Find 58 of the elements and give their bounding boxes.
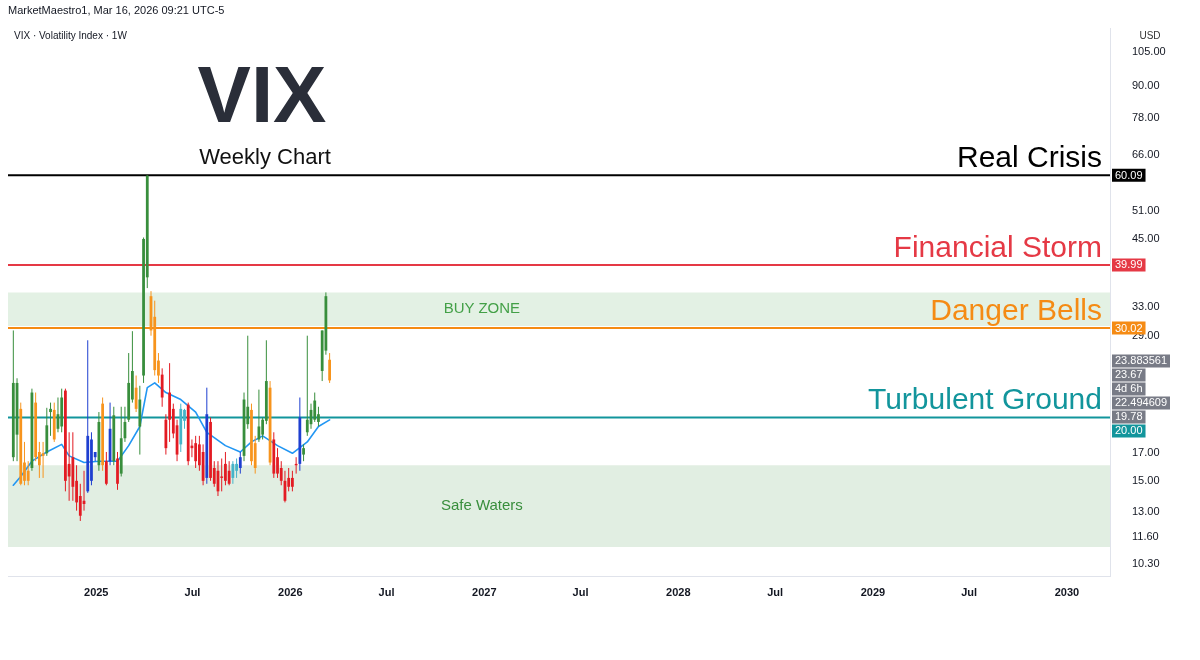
ref-line-label: 39.99	[1115, 258, 1143, 271]
candlestick	[160, 367, 164, 408]
annotation: Real Crisis	[956, 140, 1102, 174]
candlestick	[291, 470, 294, 492]
x-tick-label: 2029	[860, 586, 886, 599]
text: 23.883561	[1115, 354, 1167, 367]
y-tick-label: 51.00	[1132, 204, 1160, 217]
candlestick	[134, 375, 138, 413]
x-tick-label: 2027	[472, 586, 497, 599]
y-tick-label: 11.60	[1132, 530, 1159, 543]
ref-line-label: 30.02	[1115, 321, 1143, 334]
chart-title: VIX	[197, 50, 327, 139]
text: Weekly Chart	[199, 144, 331, 169]
y-tick-label: 66.00	[1132, 147, 1160, 160]
y-tick-label: 15.00	[1132, 473, 1160, 486]
annotation: VIX · Volatility Index · 1W	[14, 29, 128, 41]
x-tick-label: 2026	[278, 586, 303, 599]
x-tick-label: 2028	[666, 586, 691, 599]
candlestick	[224, 451, 227, 486]
y-tick-label: 10.30	[1132, 556, 1160, 569]
annotation: Danger Bells	[930, 293, 1102, 327]
y-tick-label: 105.00	[1132, 45, 1166, 58]
ref-line-label: 60.09	[1115, 168, 1143, 181]
candlestick	[194, 435, 198, 469]
candlestick	[104, 451, 108, 486]
candlestick	[231, 460, 235, 485]
band-label: Safe Waters	[440, 496, 523, 514]
text: 22.494609	[1115, 396, 1167, 409]
text: 4d 6h	[1115, 382, 1143, 395]
annotation: Financial Storm	[893, 229, 1102, 263]
x-tick-label: 2025	[84, 586, 109, 599]
x-tick-label: 2030	[1054, 586, 1080, 599]
candlestick	[305, 335, 309, 437]
text: 19.78	[1115, 410, 1143, 423]
y-tick-label: 33.00	[1132, 300, 1160, 313]
x-tick-label: Jul	[572, 586, 589, 599]
candlestick	[235, 458, 238, 479]
candlestick	[26, 460, 30, 486]
text: 23.67	[1115, 368, 1143, 381]
ref-line-label: 20.00	[1115, 424, 1143, 437]
candlestick	[238, 451, 242, 475]
y-tick-label: 45.00	[1132, 231, 1160, 244]
x-tick-label: Jul	[961, 586, 978, 599]
band-label: BUY ZONE	[443, 299, 521, 317]
y-tick-label: 13.00	[1132, 505, 1160, 518]
x-tick-label: Jul	[184, 586, 201, 599]
candlestick	[227, 460, 231, 486]
text: MarketMaestro1, Mar 16, 2026 09:21 UTC-5	[8, 4, 225, 17]
y-axis-title: USD	[1139, 29, 1161, 41]
candlestick	[220, 458, 224, 492]
x-tick-label: Jul	[767, 586, 784, 599]
annotation: Turbulent Ground	[867, 382, 1102, 416]
y-tick-label: 78.00	[1132, 110, 1160, 123]
y-tick-label: 90.00	[1132, 79, 1160, 92]
y-tick-label: 17.00	[1132, 446, 1160, 459]
x-tick-label: Jul	[378, 586, 395, 599]
candlestick	[328, 352, 332, 384]
candlestick	[49, 402, 52, 437]
